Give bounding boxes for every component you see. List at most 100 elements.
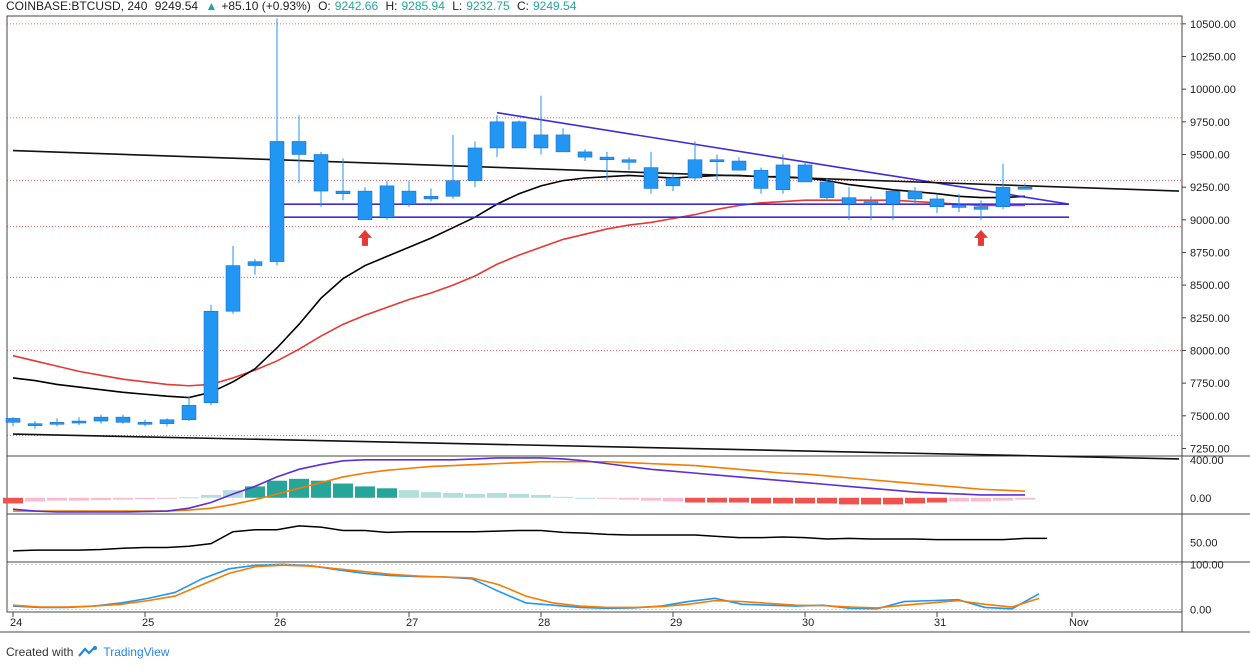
high-label: H: (385, 0, 398, 13)
time-tick-label: Nov (1069, 617, 1089, 629)
macd-histogram-bar (971, 497, 991, 502)
macd-histogram-bar (69, 497, 89, 501)
rsi-tick-label: 50.00 (1190, 537, 1218, 549)
candle-body (247, 261, 263, 266)
time-tick-label: 27 (406, 617, 418, 629)
candle-body (863, 201, 879, 205)
candle-body (753, 169, 769, 189)
macd-histogram-bar (597, 497, 617, 499)
macd-histogram-bar (179, 497, 199, 499)
price-tick-label: 9750.00 (1190, 117, 1230, 129)
macd-histogram-bar (509, 493, 529, 498)
price-tick-label: 9250.00 (1190, 182, 1230, 194)
macd-histogram-bar (927, 497, 947, 503)
candle-body (577, 151, 593, 158)
stoch-k-line (12, 563, 1040, 610)
macd-histogram-bar (729, 497, 749, 503)
macd-histogram-bar (399, 490, 419, 498)
time-tick-label: 24 (10, 617, 22, 629)
candle-body (709, 159, 725, 162)
open-value: 9242.66 (334, 0, 379, 13)
macd-histogram-bar (905, 497, 925, 504)
candle-body (489, 121, 505, 149)
change-value: +85.10 (+0.93%) (221, 0, 311, 13)
high-value: 9285.94 (401, 0, 445, 13)
price-chart[interactable]: 10500.00 10250.00 10000.00 9750.00 9500.00 92… (0, 0, 1250, 640)
price-tick-label: 8000.00 (1190, 345, 1230, 357)
open-label: O: (318, 0, 331, 13)
time-tick-label: 26 (274, 617, 286, 629)
macd-histogram-bar (201, 494, 221, 498)
candle-body (467, 147, 483, 181)
price-tick-label: 8750.00 (1190, 247, 1230, 259)
price-tick-label: 10250.00 (1190, 52, 1236, 64)
price-tick-label: 7500.00 (1190, 411, 1230, 423)
macd-histogram-bar (113, 497, 133, 500)
candle-body (1017, 187, 1033, 190)
macd-histogram-bar (157, 497, 177, 499)
up-arrow-icon (974, 229, 988, 246)
macd-histogram-bar (421, 492, 441, 498)
stoch-tick-label: 0.00 (1190, 605, 1211, 617)
macd-signal-line (13, 460, 1026, 512)
macd-histogram-bar (817, 497, 837, 504)
tradingview-brand[interactable]: TradingView (103, 645, 170, 659)
candle-body (731, 160, 747, 171)
macd-histogram-bar (641, 497, 661, 501)
price-tick-label: 7250.00 (1190, 443, 1230, 455)
macd-histogram-bar (3, 497, 23, 504)
macd-histogram-bar (1015, 497, 1035, 500)
candle-body (181, 405, 197, 420)
candle-body (115, 416, 131, 423)
candle-body (621, 159, 637, 163)
macd-histogram-bar (91, 497, 111, 501)
candle-body (5, 418, 21, 423)
macd-histogram-bar (443, 493, 463, 498)
candle-body (335, 190, 351, 194)
time-tick-label: 30 (802, 617, 814, 629)
candle-body (687, 159, 703, 179)
macd-histogram-bar (575, 497, 595, 499)
candle-body (775, 164, 791, 191)
time-tick-label: 31 (934, 617, 946, 629)
tradingview-logo-icon (78, 646, 98, 657)
macd-histogram-bar (707, 497, 727, 503)
macd-histogram-bar (465, 493, 485, 498)
candle-body (533, 134, 549, 149)
macd-histogram-bar (25, 497, 45, 502)
price-tick-label: 7750.00 (1190, 378, 1230, 390)
time-tick-label: 29 (670, 617, 682, 629)
chart-header: COINBASE:BTCUSD, 240 9249.54 ▲ +85.10 (+0… (6, 0, 580, 13)
macd-histogram-bar (795, 497, 815, 504)
candle-body (225, 265, 241, 312)
candle-body (929, 198, 945, 208)
macd-histogram-bar (135, 497, 155, 500)
candle-body (555, 134, 571, 153)
close-value: 9249.54 (532, 0, 577, 13)
rsi-line (12, 525, 1047, 552)
price-tick-label: 10000.00 (1190, 84, 1236, 96)
price-tick-label: 8250.00 (1190, 313, 1230, 325)
low-value: 9232.75 (466, 0, 510, 13)
candle-body (973, 206, 989, 210)
macd-histogram-bar (245, 486, 265, 498)
macd-histogram-bar (377, 488, 397, 498)
candle-body (291, 141, 307, 155)
macd-histogram-bar (861, 497, 881, 505)
macd-histogram-bar (487, 493, 507, 498)
time-tick-label: 25 (142, 617, 154, 629)
macd-histogram-bar (773, 497, 793, 504)
macd-tick-label: 0.00 (1190, 493, 1211, 505)
candle-body (93, 416, 109, 422)
candle-body (907, 190, 923, 200)
time-tick-label: 28 (538, 617, 550, 629)
candle-body (159, 419, 175, 424)
macd-histogram-bar (685, 497, 705, 503)
macd-histogram-bar (531, 494, 551, 498)
macd-histogram-bar (333, 483, 353, 498)
macd-histogram-bar (355, 486, 375, 498)
price-tick-label: 10500.00 (1190, 19, 1236, 31)
up-arrow-icon (358, 229, 372, 246)
candle-body (841, 197, 857, 205)
candle-body (313, 154, 329, 192)
